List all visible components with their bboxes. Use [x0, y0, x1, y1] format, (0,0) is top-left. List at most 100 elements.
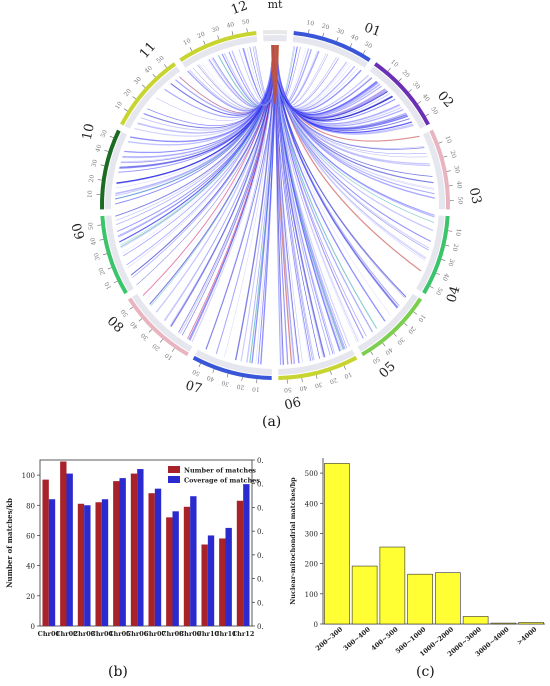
tick-mark	[438, 141, 443, 144]
segment-outer-band	[278, 355, 358, 380]
tick-mark	[99, 239, 104, 241]
tick-mark	[129, 306, 134, 310]
tick-mark	[102, 253, 108, 256]
right-y-tick-label: 0.	[257, 504, 264, 512]
bar-Chr08-coverage	[172, 511, 179, 626]
tick-label: 30	[335, 27, 345, 36]
segment-outer-band	[127, 297, 189, 357]
tick-label: 50	[363, 40, 373, 50]
segment-label: 01	[362, 20, 383, 40]
bar-1000~2000	[435, 572, 461, 625]
x-tick-label: Chr04	[91, 630, 114, 638]
bar-Chr12-coverage	[243, 484, 250, 626]
y-tick-label: 40	[26, 563, 35, 571]
tick-mark	[142, 84, 146, 88]
bar-Chr02-coverage	[66, 473, 73, 626]
bar-Chr03-coverage	[84, 505, 91, 626]
x-tick-label: Chr02	[55, 630, 77, 638]
bar-200~300	[324, 463, 350, 625]
tick-mark	[226, 373, 229, 378]
tick-label: 10	[87, 190, 94, 198]
tick-label: 20	[449, 150, 458, 159]
tick-mark	[241, 376, 243, 381]
tick-label: 40	[421, 93, 431, 103]
tick-label: 10	[306, 19, 315, 27]
segment-label: 12	[229, 0, 250, 18]
tick-mark	[148, 329, 153, 333]
match-length-distribution-bar-chart: 0100200300400500200~300300~400400~500500…	[289, 458, 545, 658]
legend-label: Coverage of matches	[184, 477, 260, 485]
y-tick-label: 60	[26, 532, 35, 540]
tick-mark	[212, 368, 215, 373]
legend-label: Number of matches	[184, 467, 256, 475]
tick-label: 40	[299, 384, 308, 392]
tick-label: 30	[395, 336, 405, 346]
right-y-tick-label: 0.	[257, 481, 264, 489]
bar-Chr01-number	[42, 479, 49, 626]
circos-link	[149, 44, 278, 305]
tick-label: 20	[196, 31, 206, 41]
y-tick-label: 80	[26, 502, 35, 510]
tick-mark	[189, 47, 193, 52]
tick-label: 40	[383, 346, 393, 356]
tick-mark	[100, 164, 105, 166]
bar-Chr09-number	[183, 506, 191, 626]
tick-label: 30	[446, 258, 455, 268]
tick-mark	[362, 50, 366, 54]
tick-mark	[343, 365, 346, 370]
segment-label: mt	[268, 0, 283, 11]
segment-label: 10	[80, 122, 98, 141]
tick-label: 30	[140, 331, 150, 341]
tick-mark	[330, 370, 332, 375]
tick-mark	[132, 96, 137, 100]
segment-outer-band	[293, 31, 371, 62]
segment-inner-band	[105, 215, 134, 292]
tick-label: 50	[120, 308, 130, 318]
tick-mark	[152, 73, 156, 78]
tick-label: 20	[236, 383, 245, 391]
segment-outer-band	[422, 215, 450, 295]
x-tick-label: Chr12	[232, 630, 254, 638]
tick-label: 30	[411, 80, 421, 90]
segment-inner-band	[369, 66, 426, 129]
segment-outer-band	[192, 355, 272, 380]
bar-400~500	[379, 546, 406, 625]
tick-label: 40	[226, 21, 235, 30]
tick-mark	[336, 37, 339, 42]
tick-label: 10	[182, 37, 192, 47]
tick-label: 50	[371, 355, 381, 365]
right-y-tick-label: 0.	[257, 552, 264, 560]
tick-mark	[413, 311, 417, 315]
x-tick-label: Chr06	[126, 630, 149, 638]
bar-300~400	[351, 565, 378, 625]
bar-Chr03-number	[77, 503, 85, 626]
circos-link	[164, 45, 274, 322]
tick-mark	[441, 259, 446, 261]
circos-link	[275, 44, 430, 249]
segment-label: 09	[67, 222, 86, 242]
segment-inner-band	[357, 293, 418, 352]
circos-link	[276, 45, 412, 134]
y-axis-label: Number of matches/kb	[5, 498, 14, 588]
tick-label: 30	[452, 165, 460, 174]
bar-2000~3000	[462, 616, 489, 625]
segment-inner-band	[132, 293, 193, 352]
x-tick-label: Chr03	[73, 630, 96, 638]
tick-label: 20	[151, 342, 161, 352]
segment-outer-band	[179, 31, 257, 62]
right-y-tick-label: 0.	[257, 599, 264, 607]
tick-mark	[436, 272, 441, 275]
y-axis-label: Nuclear-mitochondrial matches/bp	[289, 477, 297, 605]
mt-link-spike	[271, 45, 279, 105]
legend-swatch	[168, 476, 180, 483]
bar-Chr09-coverage	[190, 496, 197, 626]
segment-inner-band	[278, 349, 355, 375]
tick-label: 20	[329, 376, 339, 385]
tick-mark	[97, 179, 102, 181]
tick-label: 20	[98, 266, 107, 276]
tick-mark	[104, 149, 109, 152]
tick-label: 20	[88, 174, 96, 183]
plot-frame	[39, 459, 253, 627]
